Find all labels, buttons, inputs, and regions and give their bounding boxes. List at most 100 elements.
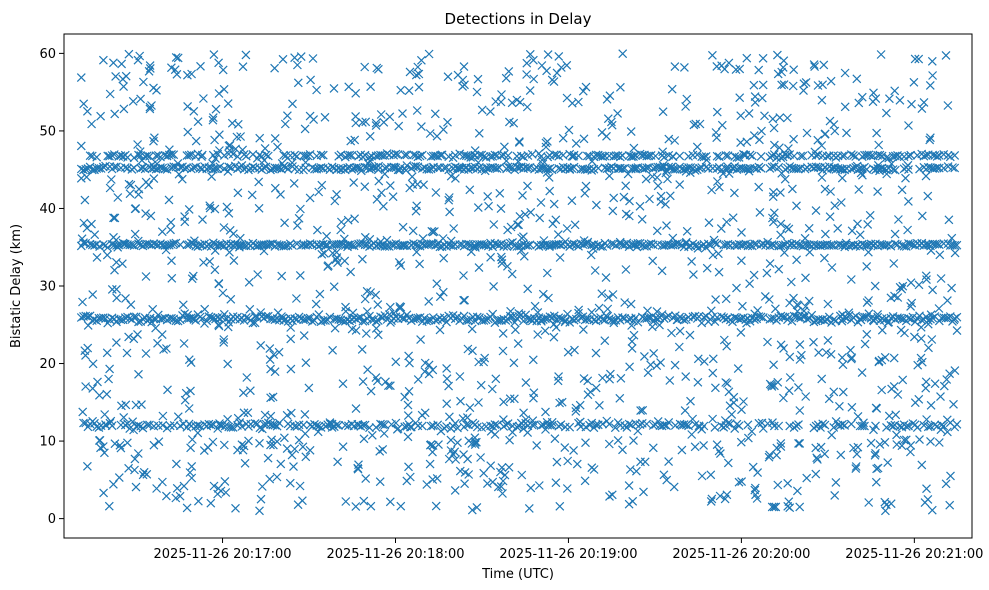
detection-point bbox=[609, 316, 619, 326]
detection-point bbox=[425, 459, 435, 469]
detection-point bbox=[903, 225, 913, 235]
detection-point bbox=[162, 164, 172, 174]
detection-point bbox=[914, 280, 924, 290]
detection-point bbox=[950, 240, 960, 250]
detection-point bbox=[610, 423, 620, 433]
detection-point bbox=[565, 422, 575, 432]
detection-point bbox=[950, 366, 960, 376]
detection-point bbox=[373, 300, 383, 310]
detection-point bbox=[591, 420, 601, 430]
detection-point bbox=[376, 237, 386, 247]
detection-point bbox=[710, 238, 720, 248]
detection-point bbox=[362, 307, 372, 316]
detection-point bbox=[870, 450, 880, 460]
detection-point bbox=[631, 466, 641, 476]
detection-point bbox=[276, 459, 286, 469]
detection-point bbox=[904, 121, 913, 130]
detection-point bbox=[712, 440, 722, 450]
detection-point bbox=[750, 309, 760, 319]
detection-point bbox=[254, 177, 264, 187]
detection-point bbox=[211, 154, 220, 164]
detection-point bbox=[580, 476, 590, 486]
detection-point bbox=[782, 223, 792, 232]
detection-point bbox=[184, 204, 194, 214]
detection-point bbox=[884, 411, 894, 421]
detection-point bbox=[346, 136, 356, 146]
detection-point bbox=[502, 242, 512, 252]
detection-point bbox=[820, 229, 830, 239]
detection-point bbox=[510, 325, 520, 335]
detection-point bbox=[142, 420, 152, 430]
detection-point bbox=[187, 274, 197, 284]
detection-point bbox=[771, 502, 781, 512]
detection-point bbox=[702, 155, 712, 165]
detection-point bbox=[649, 348, 659, 358]
detection-point bbox=[171, 52, 181, 62]
detection-point bbox=[244, 277, 254, 287]
x-axis: 2025-11-26 20:17:00 2025-11-26 20:18:00 20… bbox=[154, 538, 983, 562]
detection-point bbox=[92, 152, 102, 162]
detection-point bbox=[897, 284, 907, 294]
detection-point bbox=[742, 318, 751, 328]
detection-point bbox=[343, 421, 353, 431]
detection-point bbox=[240, 458, 250, 468]
detection-point bbox=[286, 314, 296, 323]
detection-point bbox=[890, 86, 900, 96]
detection-point bbox=[137, 400, 146, 410]
detection-point bbox=[87, 119, 97, 129]
detection-point bbox=[890, 420, 900, 430]
detection-point bbox=[737, 227, 746, 237]
detection-point bbox=[224, 208, 234, 218]
detection-point bbox=[261, 162, 271, 172]
detection-point bbox=[196, 61, 205, 71]
detection-point bbox=[173, 158, 183, 168]
detection-point bbox=[509, 118, 519, 128]
detection-point bbox=[588, 244, 598, 254]
detection-point bbox=[179, 481, 189, 491]
detection-point bbox=[629, 436, 638, 446]
detection-point bbox=[521, 378, 531, 388]
detection-point bbox=[221, 488, 231, 497]
detection-point bbox=[138, 470, 148, 480]
detection-point bbox=[398, 313, 407, 323]
detection-point bbox=[842, 128, 851, 138]
detection-point bbox=[915, 164, 924, 174]
detection-point bbox=[857, 421, 867, 431]
detection-point bbox=[161, 245, 171, 255]
detection-point bbox=[528, 55, 538, 65]
detection-point bbox=[341, 302, 350, 312]
detection-point bbox=[594, 400, 604, 410]
detection-point bbox=[139, 467, 149, 477]
detection-point bbox=[214, 278, 224, 288]
detection-point bbox=[950, 163, 960, 173]
detection-point bbox=[838, 151, 847, 161]
detection-point bbox=[118, 74, 128, 84]
detection-point bbox=[818, 419, 828, 429]
detection-point bbox=[795, 406, 805, 415]
detection-point bbox=[830, 490, 840, 500]
detection-point bbox=[549, 319, 559, 329]
detection-point bbox=[433, 420, 443, 430]
detection-point bbox=[133, 449, 143, 458]
detection-point bbox=[901, 435, 911, 445]
detection-point bbox=[619, 192, 629, 202]
detection-point bbox=[897, 185, 907, 195]
detection-point bbox=[925, 80, 935, 90]
detection-point bbox=[417, 150, 427, 160]
detection-point bbox=[767, 240, 777, 250]
detection-point bbox=[413, 179, 422, 189]
detection-point bbox=[767, 502, 777, 512]
detection-point bbox=[847, 226, 857, 236]
detection-point bbox=[863, 247, 873, 257]
detection-point bbox=[564, 125, 574, 135]
detection-point bbox=[560, 443, 570, 453]
detection-point bbox=[541, 142, 551, 152]
detection-point bbox=[202, 316, 212, 326]
detection-point bbox=[514, 220, 524, 230]
detection-point bbox=[463, 344, 473, 354]
detection-point bbox=[923, 422, 933, 432]
detection-point bbox=[910, 54, 920, 64]
detection-point bbox=[869, 425, 878, 435]
detection-point bbox=[846, 419, 856, 429]
detection-point bbox=[396, 302, 406, 312]
